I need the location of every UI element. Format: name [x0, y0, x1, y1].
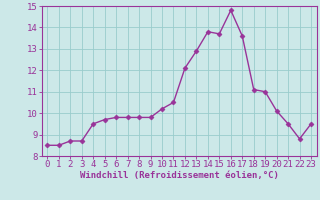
- X-axis label: Windchill (Refroidissement éolien,°C): Windchill (Refroidissement éolien,°C): [80, 171, 279, 180]
